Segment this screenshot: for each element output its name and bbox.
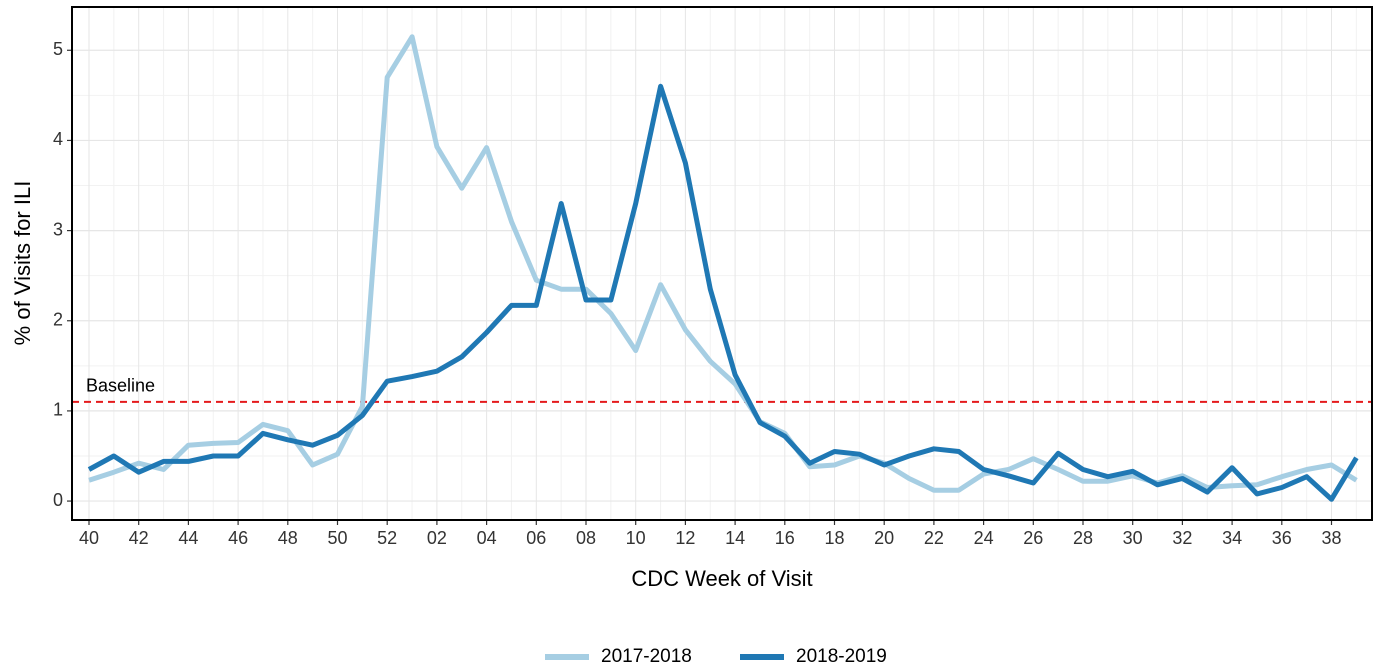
x-tick-label: 46 — [228, 528, 248, 548]
x-tick-label: 06 — [526, 528, 546, 548]
x-tick-label: 24 — [974, 528, 994, 548]
x-tick-label: 20 — [874, 528, 894, 548]
y-tick-label: 3 — [53, 219, 63, 239]
series-line — [87, 83, 1359, 502]
x-tick-label: 34 — [1222, 528, 1242, 548]
x-tick-label: 50 — [327, 528, 347, 548]
x-tick-label: 10 — [626, 528, 646, 548]
x-tick-label: 04 — [477, 528, 497, 548]
x-tick-label: 36 — [1272, 528, 1292, 548]
x-tick-label: 52 — [377, 528, 397, 548]
x-tick-label: 42 — [129, 528, 149, 548]
plot-frame — [71, 6, 1373, 521]
x-tick-label: 28 — [1073, 528, 1093, 548]
x-tick-label: 14 — [725, 528, 745, 548]
x-tick-label: 48 — [278, 528, 298, 548]
x-tick-label: 18 — [824, 528, 844, 548]
series-line — [88, 34, 1358, 493]
x-tick-label: 40 — [79, 528, 99, 548]
x-tick-label: 08 — [576, 528, 596, 548]
x-tick-label: 32 — [1172, 528, 1192, 548]
y-tick-label: 1 — [53, 400, 63, 420]
x-axis-label: CDC Week of Visit — [631, 566, 812, 591]
x-tick-label: 16 — [775, 528, 795, 548]
y-tick-label: 4 — [53, 129, 63, 149]
x-tick-label: 38 — [1321, 528, 1341, 548]
legend-label: 2018-2019 — [796, 646, 887, 666]
baseline-label: Baseline — [86, 376, 155, 396]
x-tick-label: 44 — [178, 528, 198, 548]
y-tick-label: 0 — [53, 490, 63, 510]
x-tick-label: 30 — [1123, 528, 1143, 548]
y-axis-label: % of Visits for ILI — [10, 181, 35, 346]
x-tick-label: 12 — [675, 528, 695, 548]
legend-label: 2017-2018 — [601, 646, 692, 666]
x-tick-label: 22 — [924, 528, 944, 548]
x-tick-label: 26 — [1023, 528, 1043, 548]
y-tick-label: 5 — [53, 39, 63, 59]
y-tick-label: 2 — [53, 310, 63, 330]
x-tick-label: 02 — [427, 528, 447, 548]
